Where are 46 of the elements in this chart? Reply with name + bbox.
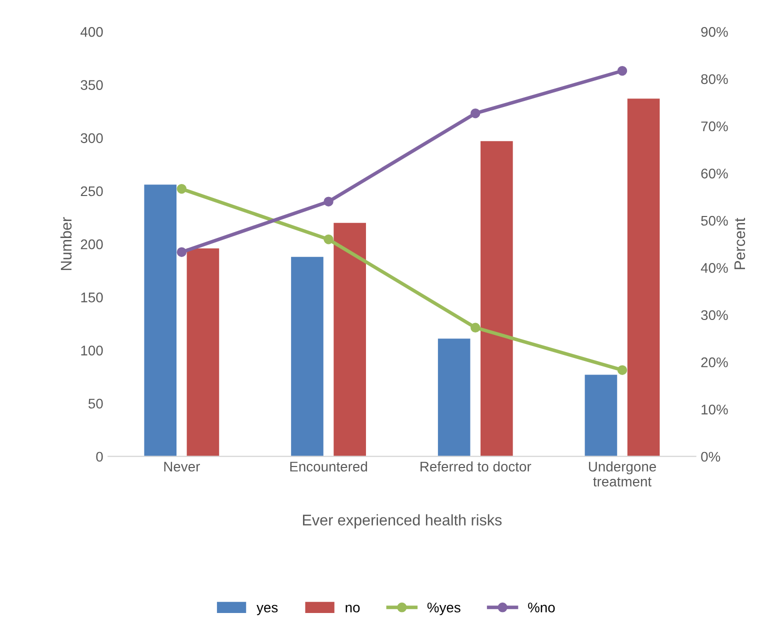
point — [176, 184, 187, 194]
bar — [144, 184, 177, 456]
legend-label: no — [346, 604, 360, 612]
point — [617, 66, 628, 76]
point — [617, 365, 628, 375]
legend-label: yes — [256, 604, 278, 616]
point — [470, 322, 480, 332]
y-tick-label: 250 — [80, 186, 103, 196]
y-tick-label: 100 — [81, 346, 103, 356]
y2-axis-title: Percent — [734, 218, 746, 270]
bar — [186, 248, 220, 456]
y2-tick-label: 10% — [702, 404, 728, 414]
y2-tick-label: 40% — [700, 263, 728, 273]
y2-tick-label: 60% — [701, 168, 728, 178]
y2-tick-label: 90% — [701, 27, 728, 37]
point — [324, 234, 334, 244]
bar — [627, 98, 660, 456]
y2-tick-label: 20% — [701, 357, 728, 368]
y-tick-label: 200 — [80, 239, 103, 250]
y-axis-title: Number — [60, 217, 72, 270]
x-tick-label: Never — [164, 462, 200, 472]
y-tick-label: 150 — [81, 292, 103, 302]
x-axis-title: Ever experienced health risks — [303, 514, 502, 528]
bar — [584, 374, 618, 456]
x-tick-label: Referred to doctor — [420, 461, 532, 472]
point — [324, 196, 334, 206]
bar — [334, 222, 366, 456]
y-tick-label: 0 — [96, 452, 103, 462]
x-tick-label: Undergone treatment — [588, 461, 656, 487]
y-tick-label: 400 — [80, 27, 103, 37]
y2-tick-label: 30% — [701, 310, 728, 320]
bar — [480, 141, 513, 456]
legend-label: %yes — [427, 602, 460, 616]
y-tick-label: 350 — [80, 80, 103, 90]
y-tick-label: 300 — [80, 133, 103, 144]
y2-tick-label: 0% — [701, 452, 720, 462]
x-tick-label: Encountered — [290, 461, 368, 472]
legend-label: %no — [528, 602, 555, 612]
point — [176, 247, 187, 257]
y2-tick-label: 80% — [701, 74, 728, 84]
y-tick-label: 50 — [88, 398, 103, 409]
y2-tick-label: 50% — [701, 216, 728, 226]
point — [470, 108, 480, 118]
bar — [438, 338, 470, 456]
bar — [291, 256, 324, 456]
y2-tick-label: 70% — [701, 121, 728, 132]
